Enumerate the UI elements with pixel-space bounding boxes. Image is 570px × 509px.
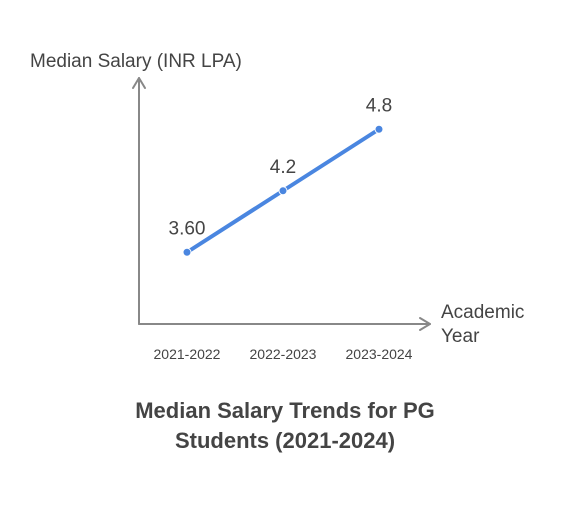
data-point <box>374 124 384 134</box>
x-axis-arrow <box>419 317 431 331</box>
y-axis-label: Median Salary (INR LPA) <box>30 51 242 72</box>
data-label: 4.8 <box>366 95 392 116</box>
data-point <box>278 186 288 196</box>
x-tick-label: 2022-2023 <box>250 346 317 362</box>
data-label: 3.60 <box>169 218 206 239</box>
y-axis-arrow <box>132 77 146 89</box>
data-point <box>182 247 192 257</box>
chart-title: Median Salary Trends for PG Students (20… <box>0 396 570 456</box>
chart-title-line-2: Students (2021-2024) <box>174 428 396 453</box>
axes <box>132 77 431 331</box>
x-axis-label-line-1: Academic <box>441 302 524 323</box>
x-tick-label: 2021-2022 <box>154 346 221 362</box>
data-points <box>182 124 384 257</box>
x-axis-label-line-2: Year <box>441 326 480 347</box>
data-label: 4.2 <box>270 157 296 178</box>
x-tick-labels: 2021-2022 2022-2023 2023-2024 <box>154 346 413 362</box>
x-tick-label: 2023-2024 <box>346 346 413 362</box>
chart-title-line-1: Median Salary Trends for PG <box>135 398 435 423</box>
data-labels: 3.60 4.2 4.8 <box>169 95 393 239</box>
